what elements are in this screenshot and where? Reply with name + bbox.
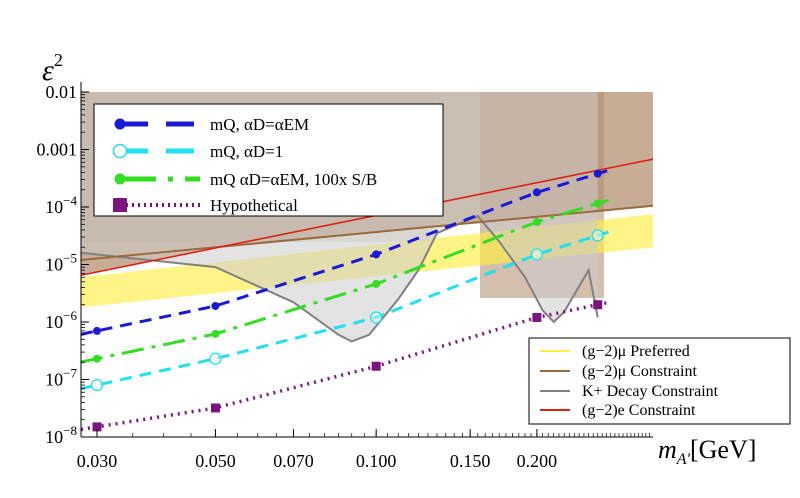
x-tick-label: 0.100 [356,451,397,471]
gm2e-constraint-line [81,158,653,277]
series-2-point [92,354,101,363]
svg-text:(g−2)μ Preferred: (g−2)μ Preferred [582,343,690,360]
series-0-point [532,188,541,197]
legend-constraints: (g−2)μ Preferred (g−2)μ Constraint K+ De… [528,337,791,425]
svg-text:(g−2)e Constraint: (g−2)e Constraint [582,402,696,419]
series-2-point [211,329,220,338]
series-0-point [211,301,220,310]
x-axis-title: mA'[GeV] [658,435,756,468]
legend-entry-gm2mu-preferred: (g−2)μ Preferred [540,343,690,360]
series-3-point [92,422,102,432]
y-tick-label: 10−5 [45,251,77,275]
legend-entry-hypothetical: Hypothetical [113,196,298,215]
legend-entry-mq-alpha-1: mQ, αD=1 [112,142,283,161]
x-tick-label: 0.030 [77,451,118,471]
series-1-point [530,248,544,261]
series-1-point [591,229,604,242]
legend-entry-gm2mu-constraint: (g−2)μ Constraint [540,363,697,380]
x-tick-label: 0.070 [273,451,314,471]
series-3-point [532,312,542,322]
series-1-point [209,352,222,365]
series-0-point [92,326,101,335]
series-3-point [593,300,603,310]
legend-entry-mq-alpha-em: mQ, αD=αEM [114,115,309,134]
y-tick-label: 0.01 [46,82,78,102]
series-2-point [593,199,602,208]
x-tick-label: 0.050 [195,451,236,471]
gm2mu-constraint-line [81,204,653,261]
x-tick-label: 0.150 [450,451,491,471]
series-1-point [90,378,104,392]
svg-text:K+ Decay Constraint: K+ Decay Constraint [582,383,719,400]
x-tick-label: 0.200 [517,451,558,471]
y-axis-title: ε2 [42,50,63,87]
y-tick-label: 10−7 [45,366,77,390]
axes: 0.01 0.001 10−4 10−5 10−6 10−7 10−80.030 0.050 0… [37,82,653,471]
legend-main: mQ, αD=αEM mQ, αD=1 mQ αD=αEM, 100x S/B … [93,103,444,217]
data-series [81,168,609,432]
series-0-point [372,250,381,259]
svg-text:Hypothetical: Hypothetical [210,196,298,215]
svg-text:(g−2)μ Constraint: (g−2)μ Constraint [582,363,697,380]
y-tick-label: 10−6 [45,308,77,332]
series-0-point [593,169,602,178]
series-3-point [371,361,381,371]
series-1-point [370,311,383,324]
series-line-1 [81,230,609,391]
legend-entry-gm2e-constraint: (g−2)e Constraint [540,402,696,419]
series-3-point [210,403,220,413]
series-line-2 [81,198,609,364]
y-tick-label: 10−4 [45,193,77,217]
y-tick-label: 10−8 [45,423,77,447]
y-tick-label: 0.001 [37,140,78,160]
svg-text:mQ, αD=αEM: mQ, αD=αEM [210,115,309,134]
legend-entry-mq-100x: mQ αD=αEM, 100x S/B [114,170,377,189]
series-2-point [532,217,541,226]
series-line-0 [81,168,609,336]
series-2-point [372,279,381,288]
legend-entry-kplus-decay: K+ Decay Constraint [540,383,719,400]
svg-text:mQ αD=αEM, 100x S/B: mQ αD=αEM, 100x S/B [210,170,377,189]
svg-text:mQ, αD=1: mQ, αD=1 [210,142,283,161]
